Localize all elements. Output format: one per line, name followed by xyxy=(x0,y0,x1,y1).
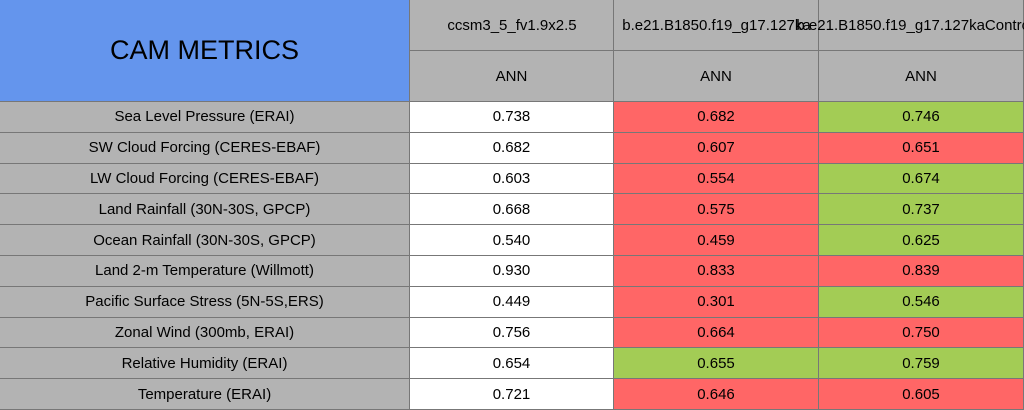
metric-cell: 0.664 xyxy=(614,317,819,349)
metric-cell: 0.833 xyxy=(614,256,819,287)
row-label: Temperature (ERAI) xyxy=(0,379,410,410)
column-subheader: ANN xyxy=(410,51,614,102)
metric-cell: 0.540 xyxy=(410,225,614,256)
metric-cell: 0.721 xyxy=(410,379,614,410)
column-header-bg xyxy=(614,0,819,51)
metric-cell: 0.605 xyxy=(819,379,1024,410)
column-header: b.e21.B1850.f19_g17.127kaControl-2 xyxy=(796,17,1024,34)
metric-cell: 0.554 xyxy=(614,163,819,195)
metric-cell: 0.625 xyxy=(819,225,1024,256)
row-label: SW Cloud Forcing (CERES-EBAF) xyxy=(0,132,410,164)
metric-cell: 0.750 xyxy=(819,317,1024,349)
metric-cell: 0.668 xyxy=(410,194,614,226)
metric-cell: 0.759 xyxy=(819,348,1024,380)
column-header-bg xyxy=(410,0,614,51)
row-label: Ocean Rainfall (30N-30S, GPCP) xyxy=(0,225,410,256)
metric-cell: 0.607 xyxy=(614,132,819,164)
column-subheader: ANN xyxy=(614,51,819,102)
metric-cell: 0.651 xyxy=(819,132,1024,164)
metric-cell: 0.655 xyxy=(614,348,819,380)
column-subheader: ANN xyxy=(819,51,1024,102)
metric-cell: 0.646 xyxy=(614,379,819,410)
metric-cell: 0.839 xyxy=(819,256,1024,287)
metric-cell: 0.930 xyxy=(410,256,614,287)
metric-cell: 0.459 xyxy=(614,225,819,256)
row-label: LW Cloud Forcing (CERES-EBAF) xyxy=(0,163,410,195)
column-header: b.e21.B1850.f19_g17.127ka xyxy=(622,17,811,34)
metric-cell: 0.575 xyxy=(614,194,819,226)
row-label: Zonal Wind (300mb, ERAI) xyxy=(0,317,410,349)
row-label: Land 2-m Temperature (Willmott) xyxy=(0,256,410,287)
metric-cell: 0.756 xyxy=(410,317,614,349)
column-header-bg xyxy=(819,0,1024,51)
metric-cell: 0.301 xyxy=(614,286,819,318)
row-label: Pacific Surface Stress (5N-5S,ERS) xyxy=(0,286,410,318)
row-label: Relative Humidity (ERAI) xyxy=(0,348,410,380)
metric-cell: 0.682 xyxy=(614,102,819,133)
row-label: Land Rainfall (30N-30S, GPCP) xyxy=(0,194,410,226)
metric-cell: 0.674 xyxy=(819,163,1024,195)
metric-cell: 0.738 xyxy=(410,102,614,133)
metric-cell: 0.546 xyxy=(819,286,1024,318)
metric-cell: 0.746 xyxy=(819,102,1024,133)
metric-cell: 0.449 xyxy=(410,286,614,318)
row-label: Sea Level Pressure (ERAI) xyxy=(0,102,410,133)
metric-cell: 0.737 xyxy=(819,194,1024,226)
metric-cell: 0.682 xyxy=(410,132,614,164)
metric-cell: 0.603 xyxy=(410,163,614,195)
column-header: ccsm3_5_fv1.9x2.5 xyxy=(447,17,577,34)
table-title: CAM METRICS xyxy=(0,0,410,102)
metric-cell: 0.654 xyxy=(410,348,614,380)
